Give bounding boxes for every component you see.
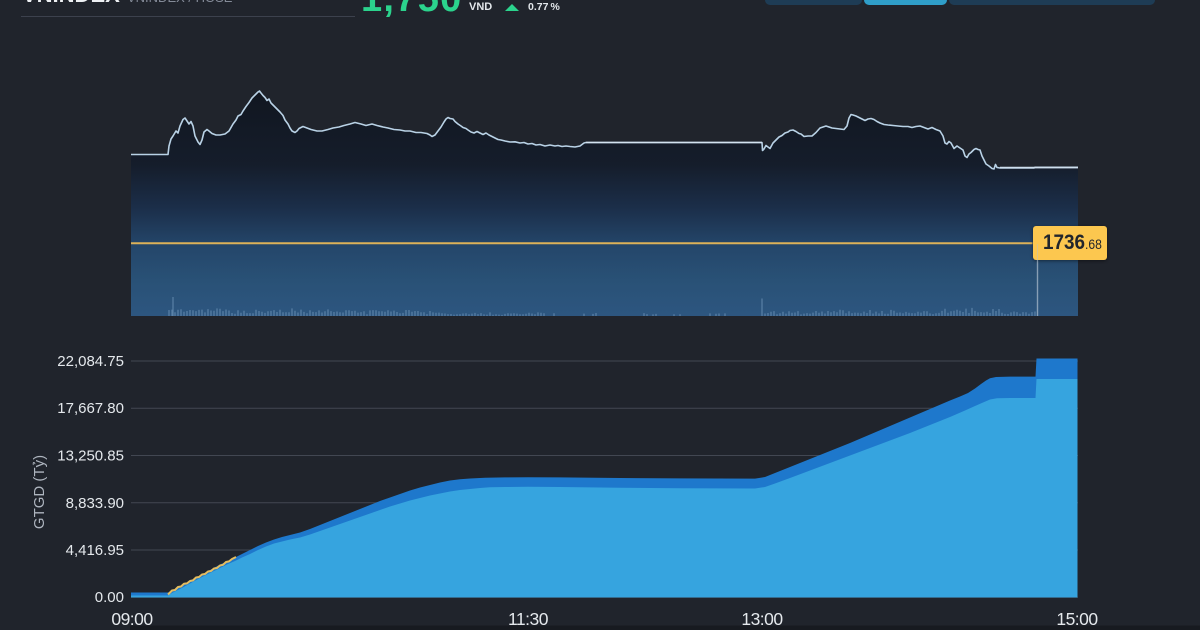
svg-text:4,416.95: 4,416.95 [66, 542, 124, 559]
svg-text:15:00: 15:00 [1056, 609, 1098, 629]
svg-text:13,250.85: 13,250.85 [57, 448, 124, 465]
svg-text:8,833.90: 8,833.90 [66, 495, 124, 512]
svg-text:09:00: 09:00 [111, 609, 153, 629]
svg-text:13:00: 13:00 [741, 609, 783, 629]
svg-text:22,084.75: 22,084.75 [57, 353, 124, 370]
svg-text:17,667.80: 17,667.80 [57, 400, 124, 417]
svg-text:11:30: 11:30 [508, 609, 549, 629]
svg-text:0.00: 0.00 [95, 589, 124, 606]
svg-text:GTGD (Tỷ): GTGD (Tỷ) [31, 455, 48, 529]
